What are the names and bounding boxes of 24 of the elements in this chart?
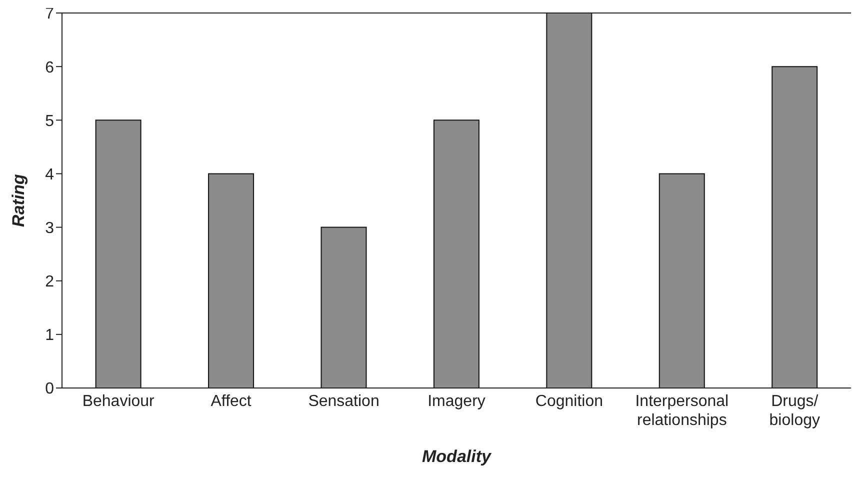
y-tick-label: 5 bbox=[45, 112, 54, 130]
y-axis-title: Rating bbox=[9, 173, 28, 227]
y-tick-label: 7 bbox=[45, 6, 54, 23]
bar bbox=[658, 173, 705, 388]
bar bbox=[433, 120, 480, 388]
y-tick-label: 0 bbox=[45, 380, 54, 398]
y-tick-label: 3 bbox=[45, 220, 54, 237]
bar bbox=[95, 120, 142, 388]
y-tick-label: 4 bbox=[45, 166, 54, 184]
x-tick-label: Imagery bbox=[428, 393, 486, 410]
x-axis-title: Modality bbox=[422, 447, 493, 466]
bar bbox=[208, 173, 254, 388]
x-tick-label: Interpersonal relationships bbox=[635, 393, 729, 429]
bar bbox=[772, 66, 818, 388]
x-tick-label: Behaviour bbox=[82, 393, 156, 410]
y-tick-label: 1 bbox=[45, 327, 54, 344]
bar bbox=[546, 13, 592, 388]
x-tick-label: Drugs/biology bbox=[769, 393, 820, 429]
x-tick-label: Sensation bbox=[308, 393, 380, 410]
y-tick-label: 2 bbox=[45, 274, 54, 291]
bar bbox=[320, 226, 367, 388]
x-tick-label: Affect bbox=[210, 393, 252, 410]
y-tick-label: 6 bbox=[45, 59, 54, 76]
x-tick-label: Cognition bbox=[535, 393, 604, 410]
